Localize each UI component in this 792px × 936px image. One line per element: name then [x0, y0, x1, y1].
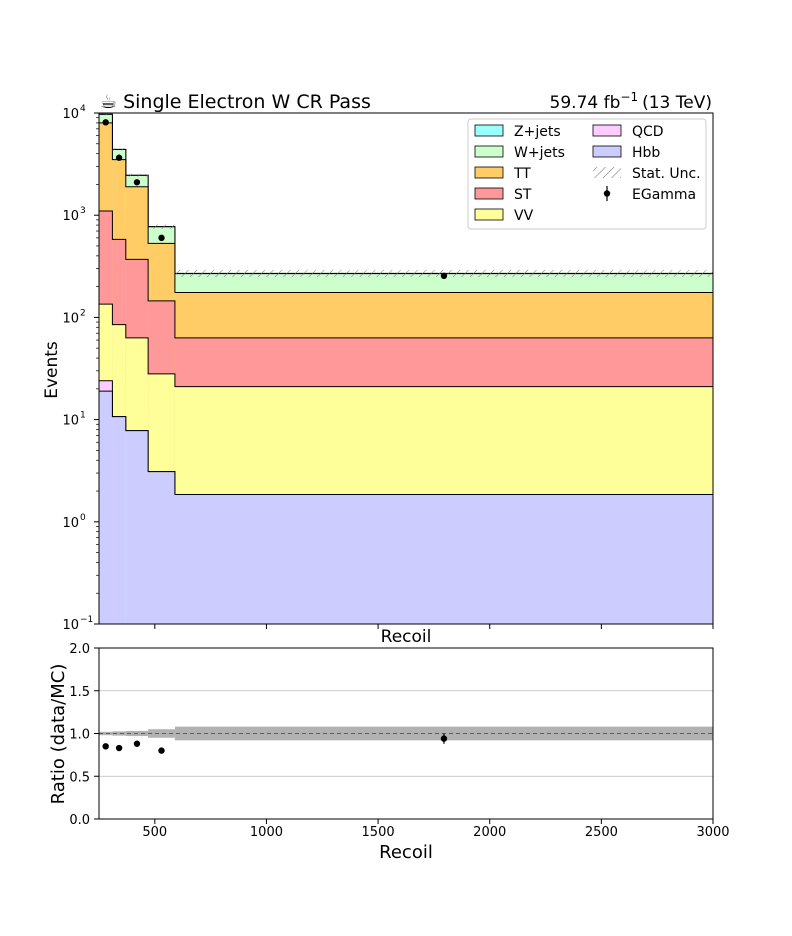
legend-label-qcd: QCD: [632, 124, 664, 140]
ratio-x-tick-label-5: 3000: [696, 825, 729, 840]
ratio-band-bin-0: [99, 731, 113, 736]
stack-layer: [99, 113, 713, 624]
main-x-axis-label: Recoil: [381, 627, 432, 647]
stat-unc-bin-1: [112, 148, 126, 151]
ratio-point-3: [158, 747, 165, 754]
ratio-y-ticks: 0.0 0.5 1.0 1.5 2.0: [69, 642, 99, 828]
main-y-tick-label-4: 10: [62, 209, 79, 224]
main-y-tick-label-3: 10: [62, 311, 79, 326]
main-y-tick-exp-0: −1: [80, 615, 93, 625]
main-y-axis-label: Events: [42, 341, 62, 399]
ratio-x-axis-label: Recoil: [379, 842, 433, 863]
legend: Z+jets W+jets TT ST VV QCD Hbb Stat. Unc…: [467, 118, 707, 230]
stat-unc-bin-0: [99, 113, 113, 116]
outline-tt: [99, 122, 713, 624]
legend-label-zjets: Z+jets: [514, 124, 561, 140]
lumi-energy: (13 TeV): [642, 93, 712, 113]
legend-label-vv: VV: [514, 208, 534, 224]
main-y-tick-exp-2: 1: [80, 411, 86, 421]
main-y-tick-label-5: 10: [62, 107, 79, 122]
legend-frame: [467, 118, 707, 230]
ratio-x-tick-label-3: 2000: [473, 825, 506, 840]
data-point-2: [133, 179, 141, 186]
legend-swatch-qcd: [592, 124, 622, 137]
stack-hbb: [99, 390, 713, 624]
ratio-y-axis-label: Ratio (data/MC): [48, 664, 69, 805]
ratio-point-0: [102, 743, 109, 750]
ratio-point-1: [115, 744, 123, 752]
legend-label-stat-unc: Stat. Unc.: [632, 166, 701, 182]
main-y-tick-exp-1: 0: [80, 513, 86, 523]
data-point-1: [115, 154, 123, 161]
outline-hbb: [99, 390, 713, 624]
legend-label-hbb: Hbb: [632, 145, 660, 161]
ratio-x-tick-label-4: 2500: [585, 825, 618, 840]
lumi-label: 59.74 fb−1 (13 TeV): [550, 90, 712, 113]
main-y-tick-label-0: 10: [62, 618, 79, 633]
ratio-y-tick-label-4: 2.0: [69, 642, 90, 657]
outline-vv: [99, 303, 713, 624]
main-y-tick-label-2: 10: [62, 414, 79, 429]
legend-marker-egamma: [603, 190, 611, 197]
data-point-0: [102, 119, 109, 126]
legend-swatch-vv: [474, 208, 504, 221]
ratio-y-tick-label-0: 0.0: [69, 813, 90, 828]
data-point-3: [158, 234, 165, 242]
bar-hbb-bin-2: [125, 430, 149, 624]
main-y-tick-exp-4: 3: [80, 206, 86, 216]
main-y-tick-label-1: 10: [62, 516, 79, 531]
ratio-points-layer: [102, 733, 448, 754]
main-y-tick-exp-5: 4: [80, 104, 86, 114]
lumi-value: 59.74 fb: [550, 93, 621, 113]
bar-hbb-bin-1: [112, 416, 126, 624]
main-plot-frame: [98, 112, 714, 625]
legend-swatch-wjets: [474, 145, 504, 158]
legend-swatch-st: [474, 187, 504, 200]
legend-swatch-zjets: [474, 124, 504, 137]
ratio-x-tick-label-2: 1500: [362, 825, 395, 840]
ratio-x-ticks: 500 1000 1500 2000 2500 3000: [142, 819, 730, 840]
data-points-layer: [102, 119, 448, 280]
ratio-band-bin-3: [148, 729, 175, 738]
chart-title: ☕ Single Electron W CR Pass: [100, 91, 371, 113]
ratio-point-4: [440, 735, 448, 742]
legend-swatch-tt: [474, 166, 504, 179]
ratio-y-tick-label-2: 1.0: [69, 728, 90, 743]
bar-hbb-bin-3: [148, 471, 175, 624]
stat-unc-bin-2: [125, 173, 149, 177]
lumi-exponent: −1: [620, 90, 638, 104]
stat-unc-bin-3: [148, 224, 175, 229]
ratio-y-tick-label-1: 0.5: [69, 770, 90, 785]
ratio-point-2: [133, 740, 141, 747]
ratio-x-tick-label-1: 1000: [250, 825, 283, 840]
ratio-band-bin-1: [112, 731, 126, 736]
legend-label-wjets: W+jets: [514, 145, 565, 161]
legend-label-st: ST: [514, 187, 532, 203]
legend-swatch-hbb: [592, 145, 622, 158]
data-point-4: [440, 272, 448, 280]
ratio-panel: 0.00.51.01.52.0 500 1000 1500 2000 2500 3000 …: [48, 642, 730, 863]
bar-hbb-bin-0: [99, 391, 113, 624]
legend-label-tt: TT: [513, 166, 531, 182]
ratio-y-tick-label-3: 1.5: [69, 685, 90, 700]
ratio-x-tick-label-0: 500: [142, 825, 167, 840]
bar-hbb-bin-4: [174, 494, 713, 624]
main-y-tick-exp-3: 2: [80, 308, 86, 318]
outline-st: [99, 210, 713, 624]
main-x-ticks: [154, 624, 714, 629]
legend-swatch-stat-unc: [593, 167, 621, 178]
legend-label-egamma: EGamma: [632, 187, 696, 203]
